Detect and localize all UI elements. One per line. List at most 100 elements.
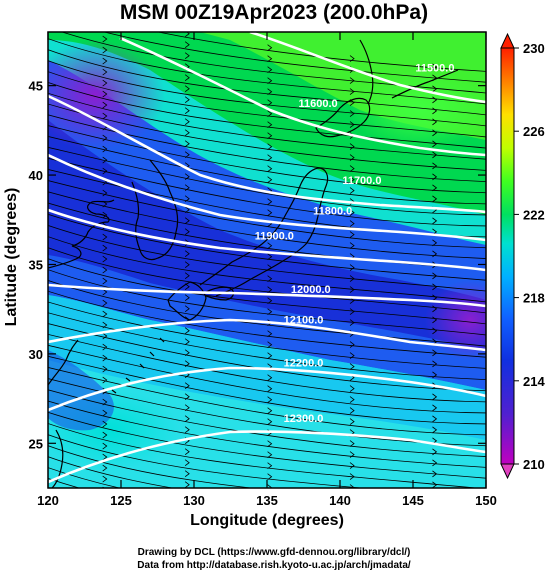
wind-arrow — [432, 305, 438, 313]
wind-arrow — [184, 448, 190, 456]
wind-arrow — [267, 110, 273, 118]
wind-arrow — [184, 140, 190, 148]
wind-arrow — [267, 341, 273, 349]
streamline — [48, 114, 486, 182]
wind-arrow — [267, 198, 273, 206]
wind-arrow — [267, 55, 273, 63]
wind-arrow — [102, 409, 108, 417]
wind-arrow — [432, 448, 438, 456]
wind-arrow — [184, 129, 190, 137]
wind-arrow — [103, 25, 107, 31]
wind-arrow — [267, 330, 273, 338]
credit-drawing: Drawing by DCL (https://www.gfd-dennou.o… — [137, 547, 411, 558]
streamline — [48, 312, 486, 380]
colorbar-tick-label: 210 — [523, 457, 545, 472]
wind-arrow — [432, 151, 438, 159]
wind-arrow — [184, 52, 190, 60]
streamline — [48, 224, 486, 292]
y-axis: 25 30 35 40 45 — [29, 79, 486, 451]
wind-arrow — [432, 63, 438, 71]
wind-arrow — [267, 132, 273, 140]
streamline — [48, 400, 486, 468]
colorbar-max-arrow — [500, 32, 515, 49]
streamline — [48, 191, 486, 259]
colorbar-min-arrow — [500, 463, 515, 480]
wind-arrow — [267, 385, 273, 393]
wind-arrow — [349, 407, 355, 414]
wind-arrow — [102, 57, 108, 65]
wind-arrow — [184, 41, 190, 49]
wind-arrow — [432, 504, 436, 510]
wind-arrow — [184, 32, 190, 38]
wind-arrow — [184, 470, 190, 478]
streamline — [48, 269, 486, 336]
contour-label: 11600.0 — [299, 98, 338, 110]
wind-arrow — [349, 341, 355, 348]
wind-arrow — [102, 167, 108, 175]
wind-arrow — [267, 44, 273, 52]
wind-arrow — [102, 475, 108, 483]
x-tick-label: 130 — [183, 493, 205, 508]
wind-arrow — [102, 332, 108, 340]
wind-arrow — [349, 209, 355, 216]
streamline — [48, 81, 486, 149]
wind-arrow — [432, 107, 438, 115]
y-tick-label: 40 — [29, 168, 43, 183]
wind-arrow — [267, 352, 273, 360]
wind-arrow — [267, 242, 273, 250]
shading-layer — [48, 32, 486, 488]
wind-arrow — [349, 473, 355, 480]
colorbar-tick-label: 230 — [523, 41, 545, 56]
streamline — [48, 344, 486, 414]
x-tick-label: 145 — [402, 493, 424, 508]
wind-arrow — [349, 275, 355, 282]
wind-arrow — [432, 250, 438, 258]
streamline — [48, 434, 366, 488]
contour-label: 12200.0 — [284, 357, 324, 369]
wind-arrow — [102, 46, 108, 54]
streamline — [48, 49, 486, 116]
wind-arrow — [267, 374, 273, 382]
wind-arrow — [102, 211, 108, 219]
wind-arrow — [102, 343, 108, 351]
wind-arrow — [432, 173, 438, 181]
wind-arrow — [432, 129, 438, 137]
streamline — [48, 258, 486, 325]
wind-arrow — [267, 154, 273, 162]
wind-arrow — [349, 143, 355, 150]
wind-arrow — [432, 349, 438, 357]
y-tick-label: 45 — [29, 79, 43, 94]
x-tick-label: 150 — [475, 493, 497, 508]
wind-arrow — [349, 319, 355, 326]
wind-arrow — [184, 294, 190, 302]
wind-arrow — [432, 393, 438, 401]
streamline — [48, 456, 175, 488]
wind-arrow — [184, 85, 190, 93]
x-tick-label: 140 — [329, 493, 351, 508]
wind-arrow — [267, 99, 273, 107]
wind-arrow — [432, 537, 436, 543]
wind-arrow — [102, 156, 108, 164]
wind-arrow — [102, 233, 108, 241]
x-axis-label: Longitude (degrees) — [190, 512, 344, 529]
wind-arrow — [184, 217, 190, 225]
wind-arrow — [432, 360, 438, 368]
wind-arrow — [267, 253, 273, 261]
contour-label: 12100.0 — [284, 314, 324, 326]
wind-arrow — [184, 173, 190, 181]
streamline — [48, 38, 486, 105]
wind-arrow — [102, 90, 108, 98]
wind-arrow — [349, 440, 355, 447]
contour-label: 11900.0 — [255, 230, 294, 242]
wind-arrow — [184, 393, 190, 401]
wind-arrow — [267, 286, 273, 294]
wind-arrow — [267, 418, 273, 426]
wind-arrow — [102, 321, 108, 329]
wind-arrow — [267, 121, 273, 129]
page-title: MSM 00Z19Apr2023 (200.0hPa) — [119, 1, 429, 24]
wind-arrow — [349, 363, 355, 370]
wind-arrow — [184, 459, 190, 467]
wind-arrow — [432, 184, 438, 192]
wind-arrow — [432, 404, 438, 412]
wind-arrow — [267, 176, 273, 184]
